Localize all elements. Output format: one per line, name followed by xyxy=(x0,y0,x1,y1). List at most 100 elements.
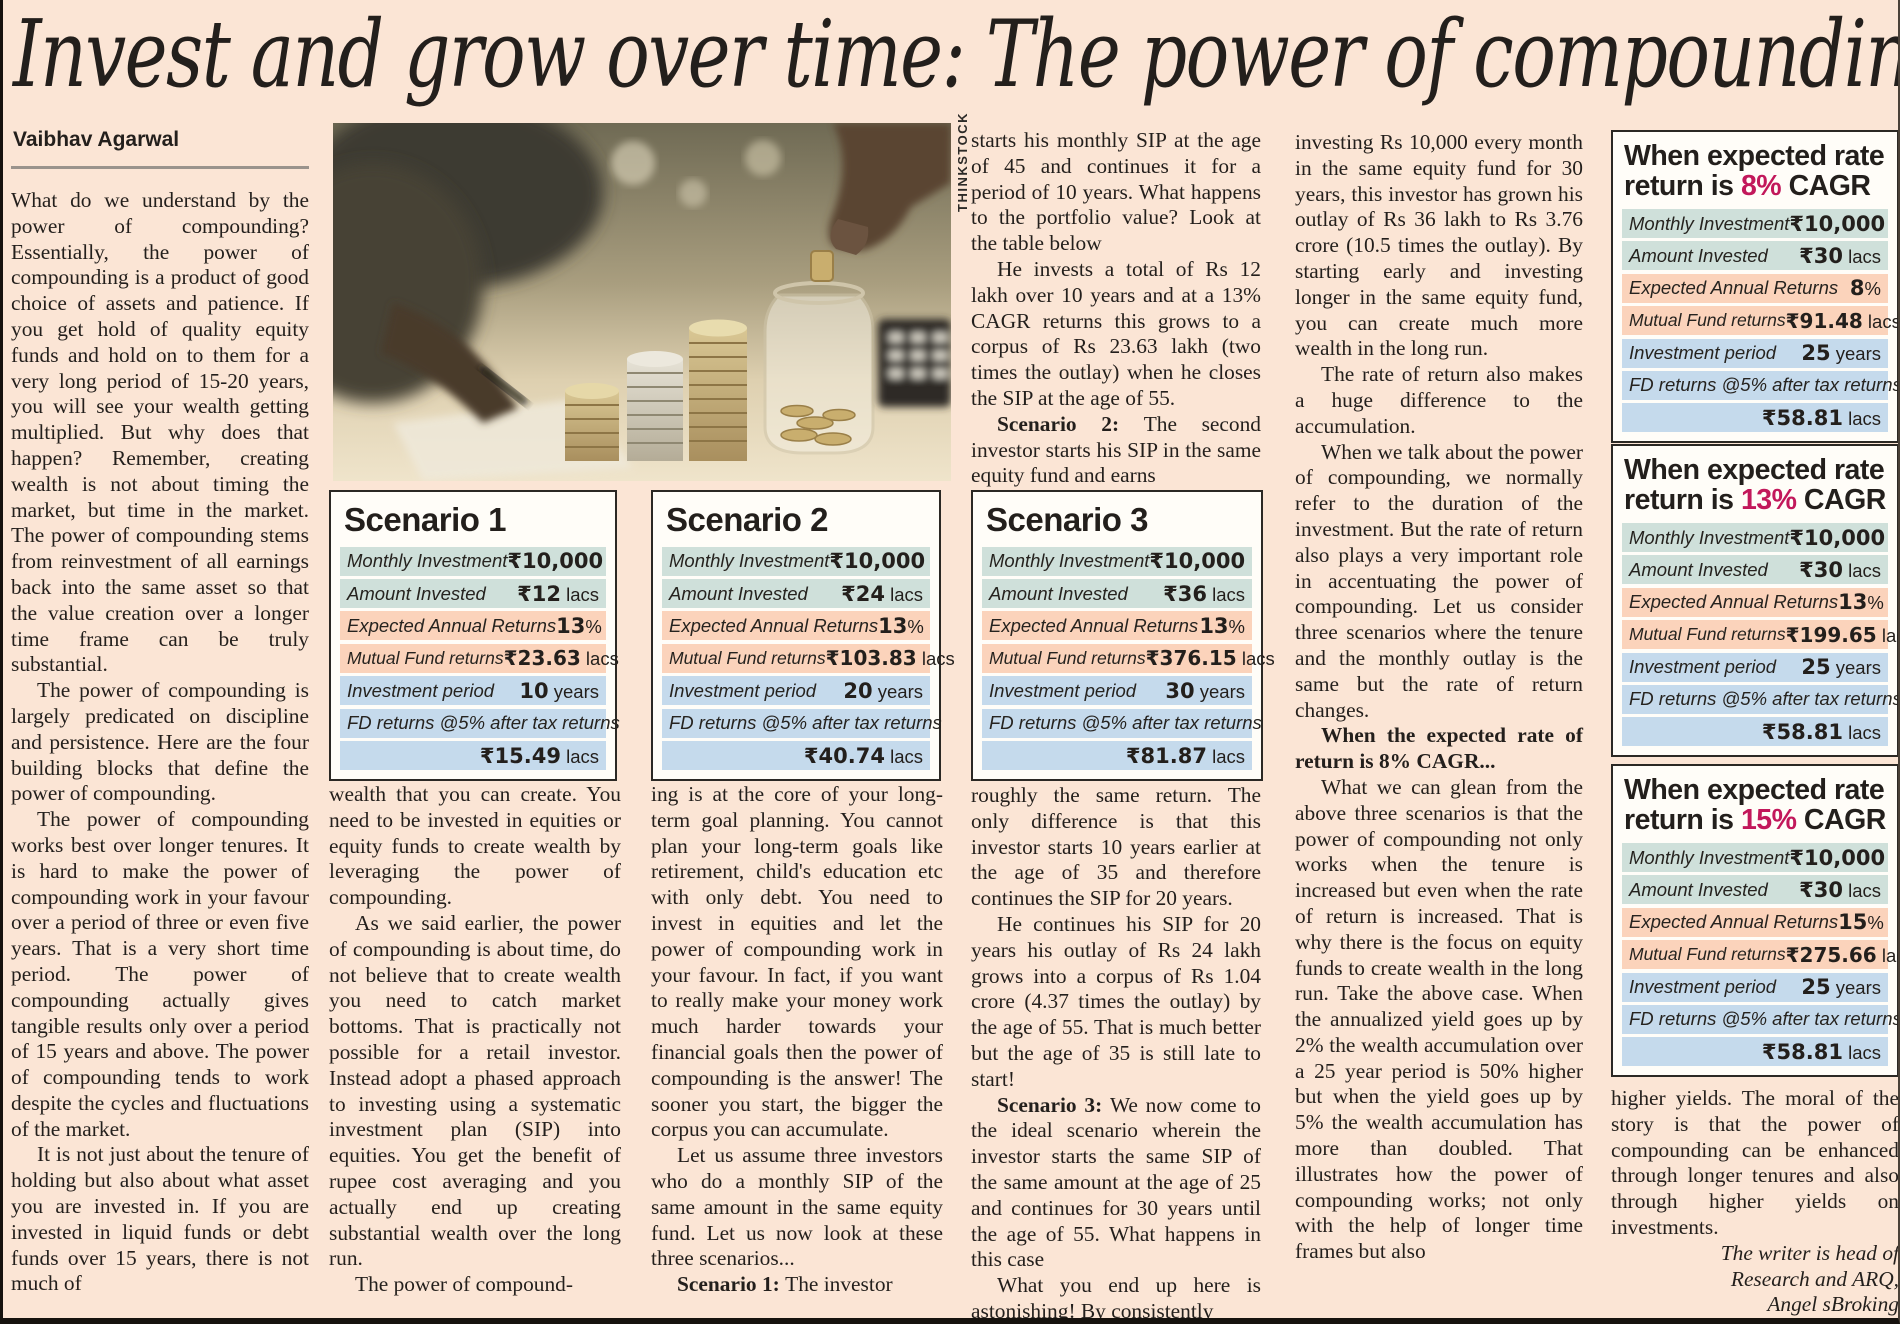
row-label: Mutual Fund returns xyxy=(1629,944,1786,965)
coin-stacks xyxy=(565,319,747,461)
row-label: Investment period xyxy=(989,679,1137,701)
article-column-2: wealth that you can create. You need to … xyxy=(329,782,621,1298)
row-value: ₹15.49 lacs xyxy=(479,743,599,768)
table-row: Mutual Fund returns ₹376.15 lacs xyxy=(982,643,1275,673)
table-row: Amount Invested ₹36 lacs xyxy=(982,579,1252,609)
table-row: Investment period 20 years xyxy=(662,676,930,706)
row-label: Mutual Fund returns xyxy=(989,647,1146,668)
row-label: Expected Annual Returns xyxy=(669,614,879,636)
paragraph: higher yields. The moral of the story is… xyxy=(1611,1086,1899,1239)
row-value: ₹12 lacs xyxy=(517,581,599,606)
row-label: Mutual Fund returns xyxy=(347,647,504,668)
row-value: ₹275.66 lacs xyxy=(1785,942,1898,967)
cagr-13-table: When expected rate return is 13% CAGR Mont… xyxy=(1611,444,1898,758)
row-value: ₹10,000 xyxy=(1149,549,1246,574)
paragraph: What we can glean from the above three s… xyxy=(1295,774,1583,1264)
paragraph: ing is at the core of your long-term goa… xyxy=(651,782,943,1142)
table-row: ₹58.81 lacs xyxy=(1622,403,1888,433)
row-label: Investment period xyxy=(1629,342,1777,364)
row-label: FD returns @5% after tax returns xyxy=(1629,1008,1900,1030)
article-column-3: ing is at the core of your long-term goa… xyxy=(651,782,943,1298)
row-label: Investment period xyxy=(1629,656,1777,678)
paragraph: The writer is head of Research and ARQ, … xyxy=(1720,1240,1899,1317)
row-value: ₹23.63 lacs xyxy=(503,646,619,671)
table-row: Mutual Fund returns ₹103.83 lacs xyxy=(662,643,955,673)
table-row: Investment period 25 years xyxy=(1622,972,1888,1002)
row-value: ₹10,000 xyxy=(1789,845,1886,870)
table-title: When expected rate return is 15% CAGR xyxy=(1624,774,1886,836)
byline-divider xyxy=(11,166,309,169)
row-label: Investment period xyxy=(669,679,817,701)
row-value: ₹30 lacs xyxy=(1799,877,1881,902)
row-label: FD returns @5% after tax returns xyxy=(347,712,620,734)
row-value: ₹30 lacs xyxy=(1799,557,1881,582)
table-row: Investment period 25 years xyxy=(1622,338,1888,368)
article-column-1: What do we understand by the power of co… xyxy=(11,188,309,1297)
article-column-4-bottom: roughly the same return. The only differ… xyxy=(971,783,1261,1318)
article-column-6-bottom: higher yields. The moral of the story is… xyxy=(1611,1086,1899,1318)
paragraph: It is not just about the tenure of holdi… xyxy=(11,1142,309,1296)
table-row: Monthly Investment ₹10,000 xyxy=(662,546,930,576)
row-label: Investment period xyxy=(347,679,495,701)
table-row: Amount Invested ₹30 lacs xyxy=(1622,555,1888,585)
paragraph: He continues his SIP for 20 years his ou… xyxy=(971,911,1261,1091)
row-value: ₹199.65 lacs xyxy=(1785,622,1898,647)
scenario-1-table: Scenario 1 Monthly Investment ₹10,000 Amoun… xyxy=(329,490,620,781)
table-row: Expected Annual Returns 13% xyxy=(662,611,930,641)
row-label: Monthly Investment xyxy=(1629,846,1790,868)
photo-coins-jar xyxy=(333,123,951,481)
calculator xyxy=(878,319,951,407)
row-value: 13% xyxy=(878,613,924,638)
paragraph: investing Rs 10,000 every month in the s… xyxy=(1295,130,1583,361)
table-row: Monthly Investment ₹10,000 xyxy=(340,546,606,576)
table-row: FD returns @5% after tax returns xyxy=(1622,1004,1898,1034)
row-label: Amount Invested xyxy=(669,582,808,604)
table-row: ₹40.74 lacs xyxy=(662,741,930,770)
paragraph: Let us assume three investors who do a m… xyxy=(651,1143,943,1271)
table-row: Amount Invested ₹24 lacs xyxy=(662,579,930,609)
paragraph: The power of compounding is largely pred… xyxy=(11,678,309,806)
paragraph: The rate of return also makes a huge dif… xyxy=(1295,362,1583,438)
row-value: 30 years xyxy=(1165,678,1245,703)
row-label: Amount Invested xyxy=(347,582,486,604)
row-value: 15% xyxy=(1838,910,1884,935)
table-row: Mutual Fund returns ₹91.48 lacs xyxy=(1622,306,1898,336)
table-row: ₹81.87 lacs xyxy=(982,741,1252,770)
table-row: Expected Annual Returns 15% xyxy=(1622,907,1888,937)
row-label: Monthly Investment xyxy=(347,550,508,572)
photo-credit: THINKSTOCK xyxy=(955,112,970,212)
table-row: FD returns @5% after tax returns xyxy=(340,708,620,738)
row-value: ₹36 lacs xyxy=(1163,581,1245,606)
paragraph: When we talk about the power of compound… xyxy=(1295,439,1583,722)
row-label: Amount Invested xyxy=(1629,244,1768,266)
row-label: Monthly Investment xyxy=(989,550,1150,572)
row-label: FD returns @5% after tax returns xyxy=(669,712,942,734)
paragraph: What do we understand by the power of co… xyxy=(11,188,309,677)
cagr-15-table: When expected rate return is 15% CAGR Mont… xyxy=(1611,764,1898,1078)
table-row: ₹58.81 lacs xyxy=(1622,1037,1888,1067)
row-label: Amount Invested xyxy=(1629,878,1768,900)
page-title: Invest and grow over time: The power of … xyxy=(13,0,1900,108)
row-value: 13% xyxy=(556,613,602,638)
row-value: ₹10,000 xyxy=(1789,211,1886,236)
row-label: Expected Annual Returns xyxy=(1629,911,1839,933)
row-label: Mutual Fund returns xyxy=(669,647,826,668)
row-value: ₹103.83 lacs xyxy=(825,646,955,671)
scenario-2-table: Scenario 2 Monthly Investment ₹10,000 Amoun… xyxy=(651,490,955,781)
table-row: Expected Annual Returns 13% xyxy=(982,611,1252,641)
rate-accent: 13% xyxy=(1740,484,1797,516)
row-value: 25 years xyxy=(1801,341,1881,366)
table-row: Amount Invested ₹12 lacs xyxy=(340,579,606,609)
table-row: Expected Annual Returns 13% xyxy=(1622,587,1888,617)
paragraph: The power of compound- xyxy=(355,1272,574,1297)
table-title: Scenario 1 xyxy=(344,501,506,538)
row-value: ₹91.48 lacs xyxy=(1785,308,1900,333)
paragraph: The power of compounding works best over… xyxy=(11,807,309,1141)
table-row: Amount Invested ₹30 lacs xyxy=(1622,241,1888,271)
paragraph-scenario-1: Scenario 1: The investor xyxy=(677,1272,893,1297)
row-value: ₹58.81 lacs xyxy=(1761,405,1881,430)
table-row: ₹15.49 lacs xyxy=(340,741,606,770)
table-row: Monthly Investment ₹10,000 xyxy=(1622,209,1888,238)
row-value: ₹10,000 xyxy=(1789,525,1886,550)
